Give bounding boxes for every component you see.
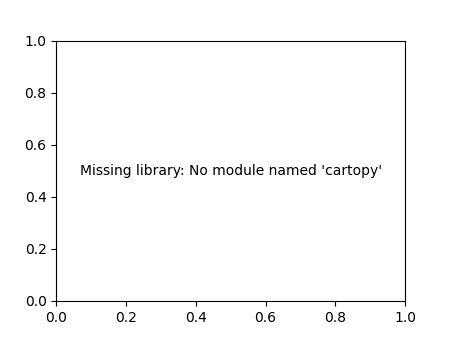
Text: Missing library: No module named 'cartopy': Missing library: No module named 'cartop… bbox=[80, 164, 382, 178]
